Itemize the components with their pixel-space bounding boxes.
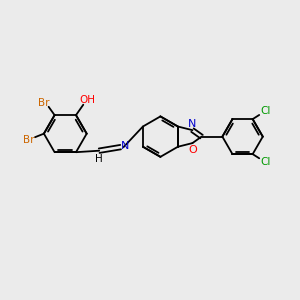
- Text: Br: Br: [38, 98, 49, 108]
- Text: Br: Br: [23, 135, 34, 145]
- Text: OH: OH: [79, 95, 95, 105]
- Text: N: N: [188, 118, 196, 129]
- Text: Cl: Cl: [260, 106, 270, 116]
- Text: H: H: [95, 154, 103, 164]
- Text: O: O: [188, 145, 197, 154]
- Text: Cl: Cl: [260, 157, 270, 167]
- Text: N: N: [121, 141, 129, 151]
